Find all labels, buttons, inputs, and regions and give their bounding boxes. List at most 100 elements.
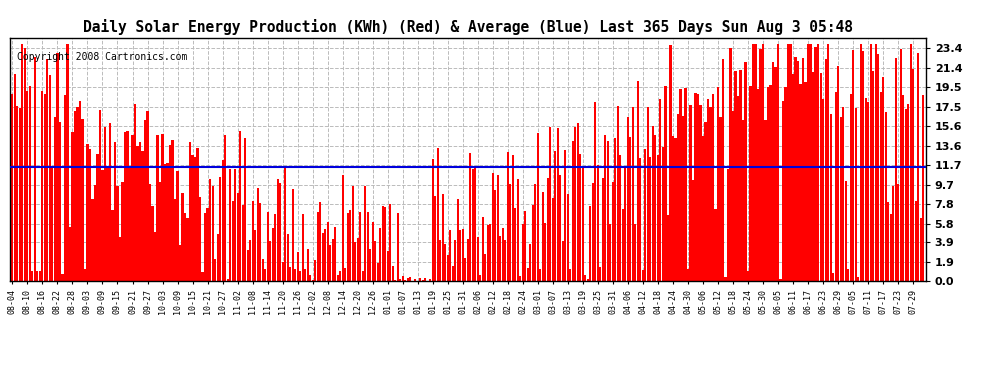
Bar (392, 266, 394, 281)
Bar (29, 86, 31, 281)
Bar (176, 171, 178, 281)
Bar (154, 232, 156, 281)
Bar (34, 57, 36, 281)
Bar (345, 268, 346, 281)
Bar (71, 132, 73, 281)
Bar (915, 201, 917, 281)
Bar (864, 98, 866, 281)
Bar (322, 233, 324, 281)
Bar (842, 107, 844, 281)
Bar (202, 272, 204, 281)
Bar (840, 117, 842, 281)
Bar (679, 89, 681, 281)
Bar (384, 207, 386, 281)
Bar (607, 141, 609, 281)
Bar (247, 250, 248, 281)
Bar (772, 62, 774, 281)
Bar (662, 147, 664, 281)
Bar (599, 267, 602, 281)
Bar (551, 198, 554, 281)
Bar (435, 196, 437, 281)
Bar (11, 94, 14, 281)
Bar (445, 244, 446, 281)
Bar (757, 89, 759, 281)
Bar (337, 275, 339, 281)
Bar (171, 140, 173, 281)
Bar (148, 184, 151, 281)
Bar (387, 251, 389, 281)
Bar (779, 279, 781, 281)
Bar (664, 86, 666, 281)
Bar (546, 178, 548, 281)
Bar (710, 107, 712, 281)
Bar (207, 208, 209, 281)
Bar (659, 99, 661, 281)
Bar (699, 105, 702, 281)
Bar (371, 222, 374, 281)
Bar (582, 166, 584, 281)
Bar (567, 194, 569, 281)
Bar (514, 208, 517, 281)
Bar (351, 186, 353, 281)
Bar (509, 184, 512, 281)
Bar (667, 215, 669, 281)
Bar (340, 271, 342, 281)
Bar (309, 275, 311, 281)
Bar (752, 45, 754, 281)
Bar (314, 260, 316, 281)
Bar (589, 206, 591, 281)
Bar (302, 214, 304, 281)
Bar (849, 94, 851, 281)
Bar (332, 239, 334, 281)
Bar (51, 168, 53, 281)
Bar (430, 279, 432, 281)
Bar (657, 155, 659, 281)
Bar (620, 155, 622, 281)
Bar (346, 213, 348, 281)
Bar (737, 96, 740, 281)
Bar (764, 120, 766, 281)
Bar (895, 58, 897, 281)
Bar (810, 45, 812, 281)
Bar (632, 108, 634, 281)
Bar (242, 205, 244, 281)
Bar (56, 54, 58, 281)
Bar (540, 269, 542, 281)
Bar (159, 182, 161, 281)
Bar (630, 137, 632, 281)
Bar (424, 278, 427, 281)
Bar (549, 127, 551, 281)
Bar (872, 70, 874, 281)
Bar (76, 106, 78, 281)
Bar (422, 280, 424, 281)
Bar (209, 179, 211, 281)
Bar (407, 278, 409, 281)
Bar (307, 249, 309, 281)
Bar (124, 132, 126, 281)
Bar (722, 59, 724, 281)
Bar (744, 62, 746, 281)
Bar (274, 214, 276, 281)
Bar (584, 274, 586, 281)
Bar (366, 212, 368, 281)
Bar (792, 74, 794, 281)
Bar (369, 249, 371, 281)
Bar (22, 45, 24, 281)
Bar (106, 166, 109, 281)
Bar (697, 94, 699, 281)
Bar (451, 266, 453, 281)
Bar (877, 54, 879, 281)
Bar (694, 93, 697, 281)
Bar (266, 211, 268, 281)
Bar (627, 117, 629, 281)
Bar (705, 122, 707, 281)
Bar (99, 110, 101, 281)
Bar (559, 176, 561, 281)
Bar (746, 272, 749, 281)
Bar (449, 230, 451, 281)
Bar (800, 84, 802, 281)
Bar (504, 240, 506, 281)
Bar (304, 269, 306, 281)
Bar (249, 240, 251, 281)
Bar (404, 280, 406, 281)
